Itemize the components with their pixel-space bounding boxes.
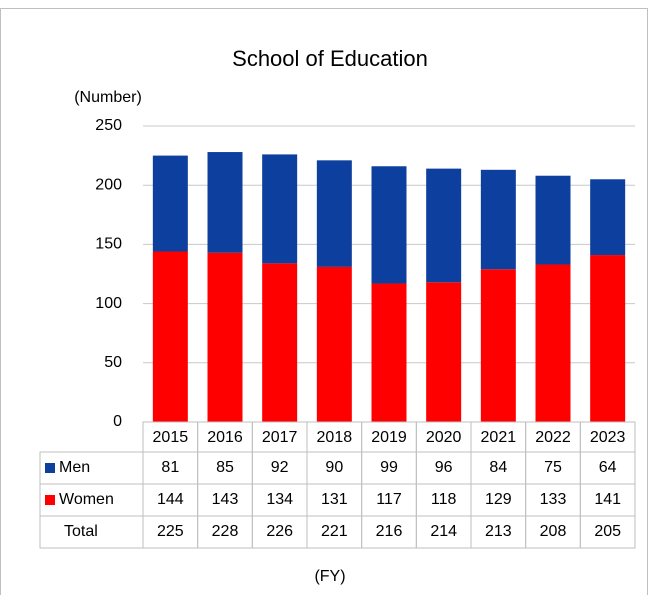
table-value: 75 (544, 459, 562, 476)
y-tick-label: 200 (95, 176, 122, 193)
table-cell (579, 515, 636, 549)
x-tick-label: 2015 (153, 429, 189, 446)
table-value: 92 (271, 459, 289, 476)
table-value: 228 (212, 523, 239, 540)
table-value: 131 (321, 491, 348, 508)
table-value: 81 (161, 459, 179, 476)
legend-label: Women (59, 491, 114, 508)
table-cell (39, 451, 144, 485)
table-value: 129 (485, 491, 512, 508)
bar-segment (262, 263, 298, 422)
table-value: 225 (157, 523, 184, 540)
x-tick-label: 2017 (262, 429, 298, 446)
y-tick-label: 100 (95, 295, 122, 312)
legend-swatch (45, 495, 55, 505)
bar-segment (152, 155, 188, 252)
y-tick-label: 50 (104, 354, 122, 371)
bar-segment (590, 179, 626, 256)
bar-segment (152, 251, 188, 422)
table-value: 213 (485, 523, 512, 540)
table-value: 84 (489, 459, 507, 476)
x-tick-label: 2016 (207, 429, 243, 446)
bar-segment (371, 283, 407, 422)
chart-title: School of Education (232, 46, 428, 71)
y-tick-label: 250 (95, 117, 122, 134)
table-value: 118 (431, 491, 457, 508)
table-value: 205 (594, 523, 621, 540)
x-tick-label: 2019 (371, 429, 407, 446)
table-value: 144 (157, 491, 184, 508)
table-value: 216 (376, 523, 403, 540)
table-value: 64 (599, 459, 617, 476)
x-tick-label: 2022 (535, 429, 571, 446)
legend-label: Men (59, 459, 90, 476)
x-tick-label: 2023 (590, 429, 626, 446)
y-tick-label: 150 (95, 236, 122, 253)
legend-swatch (45, 463, 55, 473)
table-value: 221 (321, 523, 348, 540)
row-label: Total (64, 523, 98, 540)
table-value: 96 (435, 459, 453, 476)
table-value: 208 (540, 523, 567, 540)
bar-segment (316, 266, 352, 422)
bar-segment (480, 269, 516, 422)
x-axis-label: (FY) (314, 568, 345, 585)
bar-segment (262, 154, 298, 264)
table-value: 117 (376, 491, 402, 508)
bar-segment (480, 169, 516, 270)
table-value: 134 (266, 491, 293, 508)
x-tick-label: 2021 (481, 429, 517, 446)
bar-segment (426, 168, 462, 283)
bar-segment (371, 166, 407, 284)
table-value: 141 (594, 491, 621, 508)
table-value: 226 (266, 523, 293, 540)
bar-segment (207, 252, 243, 422)
y-axis-label: (Number) (74, 89, 142, 106)
table-value: 99 (380, 459, 398, 476)
table-value: 133 (540, 491, 567, 508)
bar-segment (426, 282, 462, 422)
table-value: 90 (325, 459, 343, 476)
table-value: 214 (430, 523, 457, 540)
x-tick-label: 2020 (426, 429, 462, 446)
bar-segment (535, 264, 571, 422)
bar-segment (535, 175, 571, 265)
table-value: 143 (212, 491, 239, 508)
bar-segment (207, 152, 243, 253)
table-value: 85 (216, 459, 234, 476)
bar-segment (590, 255, 626, 422)
x-tick-label: 2018 (317, 429, 353, 446)
bar-segment (316, 160, 352, 267)
y-tick-label: 0 (113, 413, 122, 430)
